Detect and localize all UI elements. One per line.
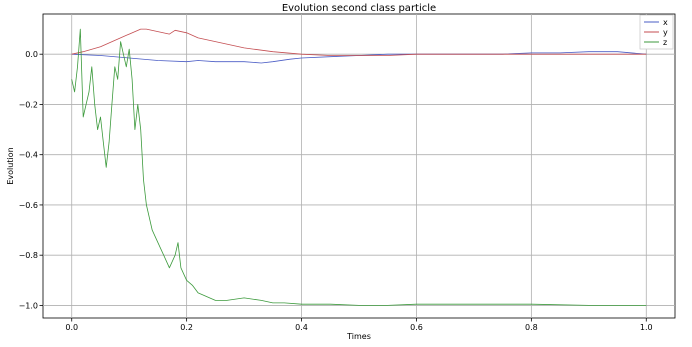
y-tick-label: −0.4 [19, 151, 38, 160]
series-line-y [71, 28, 647, 56]
grid-lines [43, 14, 675, 318]
plot-frame [42, 13, 676, 319]
legend-label-x: x [663, 18, 668, 27]
legend-label-y: y [663, 28, 668, 37]
x-tick-label: 0.8 [525, 323, 538, 332]
y-tick-label: −0.8 [19, 251, 38, 260]
legend: xyz [639, 14, 674, 50]
x-tick-label: 1.0 [640, 323, 653, 332]
x-axis-ticks: 0.0 0.2 0.4 0.6 0.8 1.0 [65, 318, 653, 332]
series-line-z [71, 28, 647, 306]
y-tick-label: −1.0 [19, 301, 38, 310]
x-tick-label: 0.4 [295, 323, 308, 332]
y-axis-label: Evolution [6, 147, 15, 184]
series-line-x [71, 51, 647, 64]
x-axis-label: Times [346, 332, 371, 341]
x-tick-label: 0.2 [180, 323, 193, 332]
chart-title: Evolution second class particle [282, 3, 436, 14]
series-lines [71, 28, 647, 306]
y-tick-label: 0.0 [25, 50, 38, 59]
y-tick-label: −0.6 [19, 201, 38, 210]
x-tick-label: 0.0 [65, 323, 78, 332]
y-tick-label: −0.2 [19, 100, 38, 109]
x-tick-label: 0.6 [410, 323, 423, 332]
y-axis-ticks: 0.0 −0.2 −0.4 −0.6 −0.8 −1.0 [19, 50, 43, 310]
legend-label-z: z [663, 38, 667, 47]
